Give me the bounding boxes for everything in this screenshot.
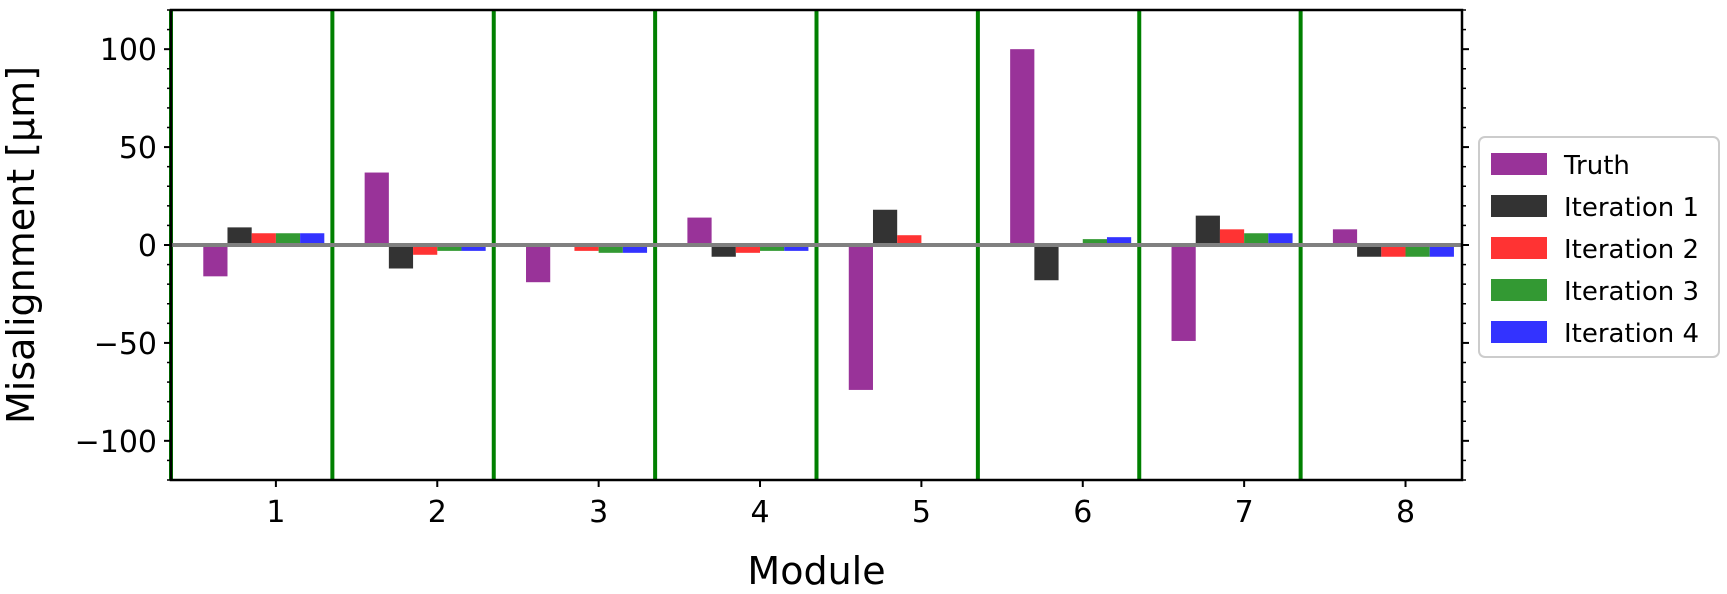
bar-module-2-series-1 bbox=[364, 172, 389, 245]
bar-module-7-series-5 bbox=[1268, 233, 1293, 245]
bar-module-5-series-3 bbox=[897, 235, 922, 245]
bar-module-2-series-3 bbox=[413, 245, 438, 255]
legend-swatch-4 bbox=[1491, 279, 1547, 301]
x-tick-label: 8 bbox=[1396, 495, 1415, 530]
legend-label-5: Iteration 4 bbox=[1564, 319, 1699, 349]
bar-module-6-series-5 bbox=[1106, 237, 1132, 245]
bar-module-4-series-2 bbox=[711, 245, 736, 257]
bar-module-8-series-2 bbox=[1357, 245, 1382, 257]
bar-module-2-series-5 bbox=[461, 245, 486, 251]
bar-module-1-series-3 bbox=[251, 233, 276, 245]
bar-module-6-series-4 bbox=[1082, 239, 1107, 245]
bar-module-4-series-1 bbox=[687, 217, 712, 245]
bar-module-3-series-4 bbox=[598, 245, 623, 253]
bar-module-3-series-3 bbox=[574, 245, 599, 251]
bar-module-2-series-2 bbox=[388, 245, 414, 269]
reference-lines-layer bbox=[169, 10, 1462, 480]
legend-swatch-1 bbox=[1491, 153, 1547, 175]
x-tick-label: 3 bbox=[589, 495, 608, 530]
bar-module-8-series-5 bbox=[1429, 245, 1454, 257]
bar-module-5-series-1 bbox=[848, 245, 873, 390]
x-tick-label: 1 bbox=[266, 495, 285, 530]
bar-module-8-series-3 bbox=[1381, 245, 1406, 257]
bars-layer bbox=[203, 49, 1454, 390]
legend-label-3: Iteration 2 bbox=[1564, 235, 1699, 265]
bar-module-1-series-2 bbox=[227, 227, 252, 246]
bar-module-3-series-5 bbox=[622, 245, 648, 253]
legend-label-1: Truth bbox=[1563, 151, 1630, 181]
bar-module-8-series-1 bbox=[1332, 229, 1358, 245]
legend: Truth Iteration 1 Iteration 2 Iteration 3 It… bbox=[1478, 136, 1720, 358]
bar-module-1-series-5 bbox=[300, 233, 325, 245]
y-tick-label: −100 bbox=[75, 425, 157, 460]
ticks-layer: −100 −50 0 50 100 1 2 3 4 5 6 7 8 bbox=[75, 9, 1469, 530]
legend-label-4: Iteration 3 bbox=[1564, 277, 1699, 307]
legend-swatch-3 bbox=[1491, 237, 1547, 259]
x-tick-label: 2 bbox=[428, 495, 447, 530]
bar-module-7-series-1 bbox=[1171, 245, 1196, 341]
bar-module-8-series-4 bbox=[1405, 245, 1430, 257]
y-tick-label: 50 bbox=[119, 131, 157, 166]
bar-module-4-series-4 bbox=[760, 245, 785, 251]
y-tick-label: 0 bbox=[138, 229, 157, 264]
bar-module-5-series-2 bbox=[872, 209, 898, 245]
y-tick-label: 100 bbox=[100, 33, 157, 68]
bar-module-3-series-1 bbox=[526, 245, 551, 283]
bar-module-7-series-4 bbox=[1244, 233, 1269, 245]
x-tick-label: 4 bbox=[750, 495, 769, 530]
legend-swatch-5 bbox=[1491, 321, 1547, 343]
bar-module-4-series-5 bbox=[784, 245, 809, 251]
y-tick-label: −50 bbox=[94, 327, 157, 362]
x-axis-title: Module bbox=[747, 549, 885, 593]
bar-module-6-series-1 bbox=[1010, 49, 1035, 245]
bar-module-1-series-4 bbox=[275, 233, 301, 245]
bar-module-6-series-2 bbox=[1034, 245, 1059, 281]
y-axis-title: Misalignment [μm] bbox=[0, 66, 43, 424]
legend-label-2: Iteration 1 bbox=[1564, 193, 1699, 223]
bar-module-1-series-1 bbox=[203, 245, 228, 277]
bar-module-4-series-3 bbox=[735, 245, 761, 253]
x-tick-label: 6 bbox=[1073, 495, 1092, 530]
legend-box bbox=[1478, 136, 1720, 358]
bar-module-7-series-3 bbox=[1219, 229, 1245, 245]
bar-module-2-series-4 bbox=[437, 245, 462, 251]
x-tick-label: 7 bbox=[1235, 495, 1254, 530]
legend-swatch-2 bbox=[1491, 195, 1547, 217]
bar-module-7-series-2 bbox=[1195, 215, 1220, 246]
x-tick-label: 5 bbox=[912, 495, 931, 530]
